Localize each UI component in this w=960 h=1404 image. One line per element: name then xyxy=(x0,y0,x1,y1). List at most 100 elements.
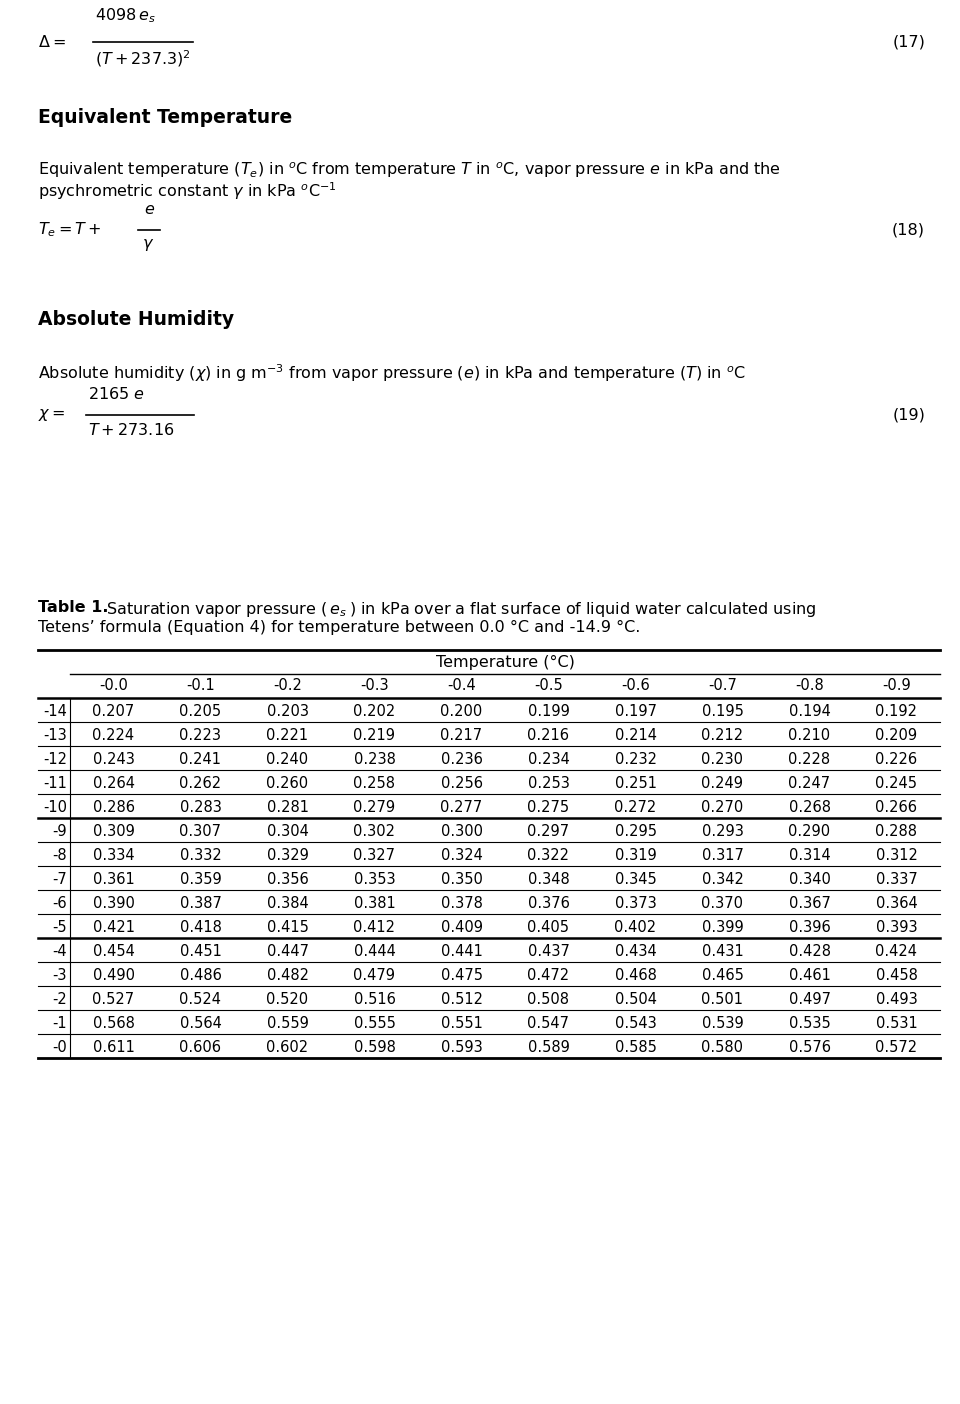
Text: -8: -8 xyxy=(53,848,67,862)
Text: 0.434: 0.434 xyxy=(614,943,657,959)
Text: 0.431: 0.431 xyxy=(702,943,743,959)
Text: 0.367: 0.367 xyxy=(788,896,830,911)
Text: 0.332: 0.332 xyxy=(180,848,222,862)
Text: 0.207: 0.207 xyxy=(92,703,134,719)
Text: -6: -6 xyxy=(53,896,67,911)
Text: -0.6: -0.6 xyxy=(621,678,650,694)
Text: 0.304: 0.304 xyxy=(267,824,308,838)
Text: 0.353: 0.353 xyxy=(353,872,396,887)
Text: -0.1: -0.1 xyxy=(186,678,215,694)
Text: 0.270: 0.270 xyxy=(702,800,744,814)
Text: 0.240: 0.240 xyxy=(267,751,308,767)
Text: 0.415: 0.415 xyxy=(267,920,308,935)
Text: -1: -1 xyxy=(53,1015,67,1031)
Text: -0.5: -0.5 xyxy=(534,678,563,694)
Text: 0.219: 0.219 xyxy=(353,727,396,743)
Text: (19): (19) xyxy=(892,407,925,423)
Text: 0.589: 0.589 xyxy=(528,1040,569,1054)
Text: 0.247: 0.247 xyxy=(788,775,830,790)
Text: 0.290: 0.290 xyxy=(788,824,830,838)
Text: 0.329: 0.329 xyxy=(267,848,308,862)
Text: 0.424: 0.424 xyxy=(876,943,918,959)
Text: Absolute Humidity: Absolute Humidity xyxy=(38,310,234,329)
Text: (18): (18) xyxy=(892,222,925,237)
Text: 0.493: 0.493 xyxy=(876,991,918,1007)
Text: 0.486: 0.486 xyxy=(180,967,222,983)
Text: 0.309: 0.309 xyxy=(92,824,134,838)
Text: 0.260: 0.260 xyxy=(267,775,308,790)
Text: 0.405: 0.405 xyxy=(527,920,569,935)
Text: 0.606: 0.606 xyxy=(180,1040,222,1054)
Text: 0.412: 0.412 xyxy=(353,920,396,935)
Text: 0.564: 0.564 xyxy=(180,1015,222,1031)
Text: 0.508: 0.508 xyxy=(527,991,569,1007)
Text: Absolute humidity ($\chi$) in g m$^{-3}$ from vapor pressure ($e$) in kPa and te: Absolute humidity ($\chi$) in g m$^{-3}$… xyxy=(38,362,746,383)
Text: 0.256: 0.256 xyxy=(441,775,483,790)
Text: 0.602: 0.602 xyxy=(267,1040,308,1054)
Text: 0.572: 0.572 xyxy=(876,1040,918,1054)
Text: 0.458: 0.458 xyxy=(876,967,918,983)
Text: $4098\,e_s$: $4098\,e_s$ xyxy=(95,6,156,25)
Text: 0.281: 0.281 xyxy=(267,800,308,814)
Text: 0.295: 0.295 xyxy=(614,824,657,838)
Text: 0.461: 0.461 xyxy=(788,967,830,983)
Text: $T_e = T +$: $T_e = T +$ xyxy=(38,220,102,239)
Text: 0.234: 0.234 xyxy=(528,751,569,767)
Text: 0.283: 0.283 xyxy=(180,800,222,814)
Text: 0.266: 0.266 xyxy=(876,800,918,814)
Text: 0.472: 0.472 xyxy=(527,967,569,983)
Text: 0.421: 0.421 xyxy=(92,920,134,935)
Text: 0.378: 0.378 xyxy=(441,896,483,911)
Text: 0.216: 0.216 xyxy=(527,727,569,743)
Text: 0.245: 0.245 xyxy=(876,775,918,790)
Text: 0.300: 0.300 xyxy=(441,824,483,838)
Text: 0.451: 0.451 xyxy=(180,943,222,959)
Text: -0.2: -0.2 xyxy=(273,678,302,694)
Text: 0.390: 0.390 xyxy=(92,896,134,911)
Text: 0.319: 0.319 xyxy=(614,848,657,862)
Text: 0.376: 0.376 xyxy=(528,896,569,911)
Text: 0.482: 0.482 xyxy=(267,967,308,983)
Text: 0.580: 0.580 xyxy=(702,1040,743,1054)
Text: Equivalent Temperature: Equivalent Temperature xyxy=(38,108,292,126)
Text: 0.212: 0.212 xyxy=(702,727,744,743)
Text: -10: -10 xyxy=(43,800,67,814)
Text: 0.527: 0.527 xyxy=(92,991,134,1007)
Text: 0.559: 0.559 xyxy=(267,1015,308,1031)
Text: -0.3: -0.3 xyxy=(360,678,389,694)
Text: -5: -5 xyxy=(53,920,67,935)
Text: 0.468: 0.468 xyxy=(614,967,657,983)
Text: 0.551: 0.551 xyxy=(441,1015,483,1031)
Text: -14: -14 xyxy=(43,703,67,719)
Text: 0.361: 0.361 xyxy=(92,872,134,887)
Text: 0.314: 0.314 xyxy=(788,848,830,862)
Text: 0.441: 0.441 xyxy=(441,943,483,959)
Text: 0.381: 0.381 xyxy=(353,896,396,911)
Text: 0.370: 0.370 xyxy=(702,896,743,911)
Text: 0.350: 0.350 xyxy=(441,872,483,887)
Text: 0.241: 0.241 xyxy=(180,751,222,767)
Text: -0.9: -0.9 xyxy=(882,678,911,694)
Text: 0.342: 0.342 xyxy=(702,872,743,887)
Text: 0.200: 0.200 xyxy=(441,703,483,719)
Text: 0.348: 0.348 xyxy=(528,872,569,887)
Text: 0.402: 0.402 xyxy=(614,920,657,935)
Text: 0.262: 0.262 xyxy=(180,775,222,790)
Text: 0.611: 0.611 xyxy=(92,1040,134,1054)
Text: 0.322: 0.322 xyxy=(527,848,569,862)
Text: 0.479: 0.479 xyxy=(353,967,396,983)
Text: Temperature (°C): Temperature (°C) xyxy=(436,654,574,670)
Text: 0.249: 0.249 xyxy=(702,775,743,790)
Text: 0.454: 0.454 xyxy=(92,943,134,959)
Text: 0.428: 0.428 xyxy=(788,943,830,959)
Text: 0.598: 0.598 xyxy=(353,1040,396,1054)
Text: 0.203: 0.203 xyxy=(267,703,308,719)
Text: -0.0: -0.0 xyxy=(99,678,128,694)
Text: 0.593: 0.593 xyxy=(441,1040,482,1054)
Text: 0.399: 0.399 xyxy=(702,920,743,935)
Text: 0.251: 0.251 xyxy=(614,775,657,790)
Text: 0.387: 0.387 xyxy=(180,896,222,911)
Text: 0.312: 0.312 xyxy=(876,848,918,862)
Text: 0.490: 0.490 xyxy=(92,967,134,983)
Text: 0.221: 0.221 xyxy=(267,727,308,743)
